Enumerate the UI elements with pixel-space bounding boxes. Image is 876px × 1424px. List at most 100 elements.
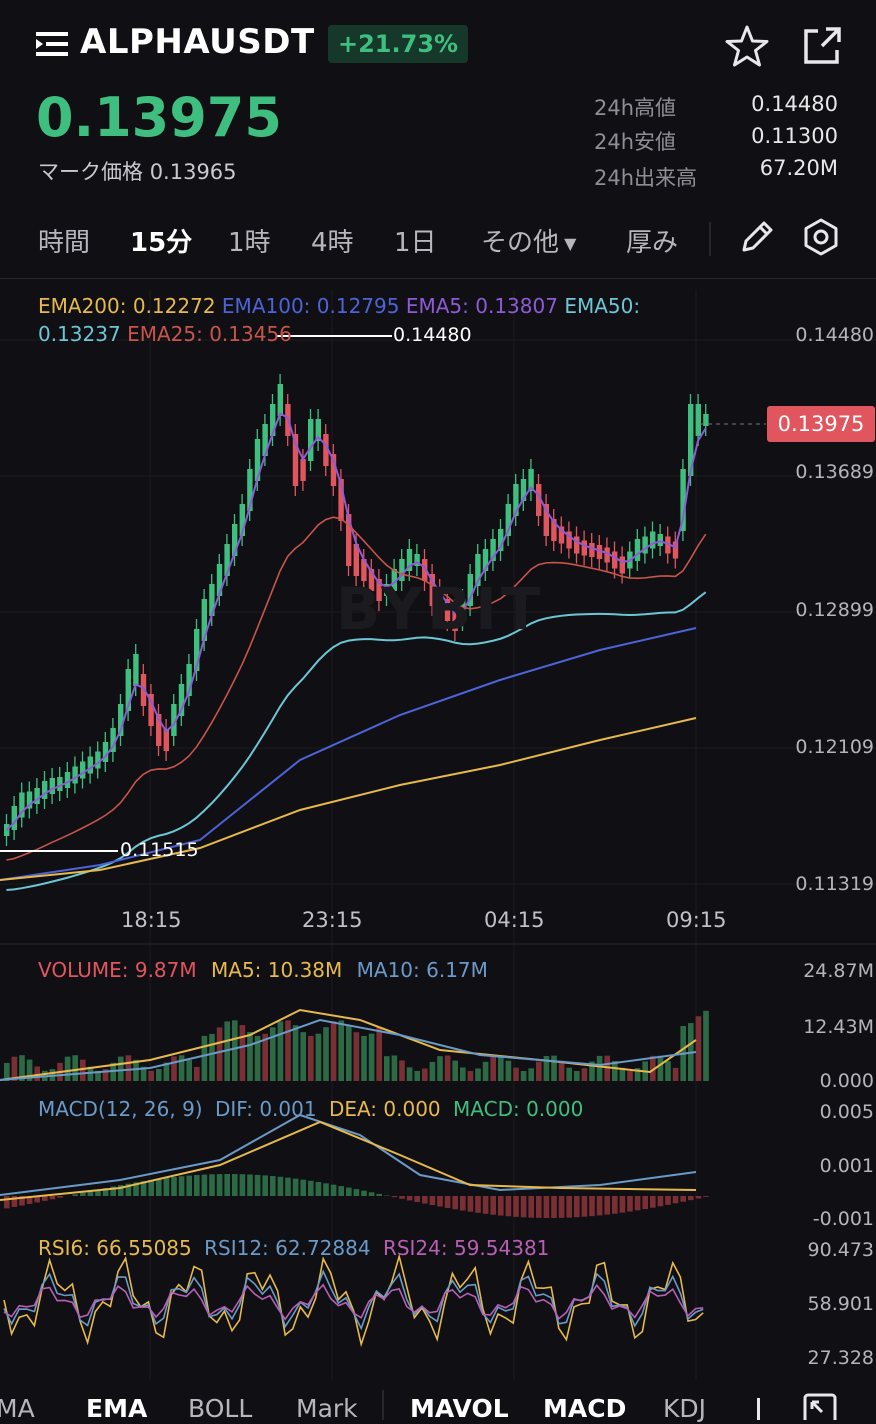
volume-bar: [240, 1025, 246, 1081]
volume-bar: [354, 1032, 360, 1081]
volume-bar: [521, 1071, 527, 1081]
fullscreen-icon[interactable]: [802, 1392, 838, 1420]
volume-bar: [308, 1036, 314, 1081]
volume-bar: [498, 1056, 504, 1081]
volume-bar: [574, 1071, 580, 1081]
rsi6-label: RSI6: 66.55085: [38, 1236, 192, 1260]
candle-body: [133, 654, 138, 686]
macd-bar: [658, 1196, 664, 1206]
candle-body: [696, 404, 701, 436]
volume-bar: [179, 1055, 185, 1081]
macd-bar: [620, 1196, 626, 1213]
candle-body: [308, 419, 313, 461]
volume-bar: [369, 1034, 375, 1081]
volume-legend: VOLUME: 9.87M MA5: 10.38M MA10: 6.17M: [38, 958, 488, 982]
rsi24-label: RSI24: 59.54381: [383, 1236, 549, 1260]
volume-bar: [506, 1061, 512, 1081]
volume-bar: [566, 1068, 572, 1081]
macd-bar: [528, 1196, 534, 1218]
volume-bar: [452, 1061, 458, 1081]
tab-mark[interactable]: Mark: [296, 1394, 358, 1423]
volume-bar: [202, 1036, 208, 1081]
volume-bar: [361, 1036, 367, 1081]
macd-bar: [635, 1196, 641, 1210]
rsi-legend: RSI6: 66.55085 RSI12: 62.72884 RSI24: 59…: [38, 1236, 549, 1260]
watermark: BYBIT: [336, 575, 544, 643]
macd-bar: [483, 1196, 489, 1214]
price-axis-label: 0.14480: [795, 324, 874, 346]
volume-bar: [696, 1016, 702, 1081]
price-axis-label: 0.12109: [795, 736, 874, 758]
macd-title: MACD(12, 26, 9): [38, 1097, 203, 1121]
volume-bar: [80, 1060, 86, 1081]
tab-kdj[interactable]: KDJ: [663, 1394, 706, 1423]
macd-bar: [308, 1181, 314, 1196]
volume-bar: [490, 1056, 496, 1081]
high-marker-label: 0.14480: [393, 324, 472, 346]
macd-bar: [224, 1174, 230, 1196]
rsi6-line: [4, 1256, 703, 1344]
volume-bar: [209, 1034, 215, 1081]
macd-bar: [551, 1196, 557, 1218]
volume-bar: [430, 1062, 436, 1081]
macd-bar: [57, 1196, 63, 1198]
low-marker-label: 0.11515: [120, 839, 199, 861]
volume-bar: [331, 1021, 337, 1081]
macd-bar: [445, 1196, 451, 1208]
candle-body: [72, 767, 77, 784]
macd-bar: [354, 1189, 360, 1196]
macd-bar: [513, 1196, 519, 1217]
macd-bar: [338, 1186, 344, 1196]
macd-bar: [186, 1176, 192, 1196]
macd-bar: [171, 1177, 177, 1196]
macd-bar: [156, 1179, 162, 1196]
ema50-value: 0.13237: [38, 322, 121, 346]
macd-bar: [688, 1196, 694, 1200]
macd-bar: [422, 1196, 428, 1204]
volume-bar: [346, 1025, 352, 1081]
tab-boll[interactable]: BOLL: [188, 1394, 252, 1423]
macd-bar: [680, 1196, 686, 1202]
macd-dif-line: [0, 1115, 696, 1195]
macd-bar: [650, 1196, 656, 1208]
macd-bar: [506, 1196, 512, 1216]
macd-bar: [331, 1185, 337, 1196]
candle-body: [612, 552, 617, 569]
rsi-axis-label: 90.473: [808, 1239, 874, 1261]
tab-mavol[interactable]: MAVOL: [410, 1394, 509, 1423]
tab-ema[interactable]: EMA: [86, 1394, 147, 1423]
macd-bar: [255, 1175, 261, 1196]
macd-bar: [627, 1196, 633, 1212]
volume-axis-label: 12.43M: [803, 1016, 874, 1038]
volume-bar: [460, 1067, 466, 1081]
macd-bar: [323, 1183, 329, 1196]
volume-bar: [247, 1032, 253, 1081]
volume-bar: [323, 1027, 329, 1081]
candle-body: [80, 762, 85, 779]
candle-body: [635, 539, 640, 561]
volume-bar: [156, 1069, 162, 1081]
macd-bar: [361, 1191, 367, 1196]
macd-bar: [285, 1178, 291, 1196]
volume-bar: [582, 1068, 588, 1081]
volume-bar: [384, 1056, 390, 1081]
macd-bar: [703, 1196, 709, 1197]
macd-bar: [460, 1196, 466, 1211]
macd-bar: [597, 1196, 603, 1215]
candle-body: [300, 459, 305, 481]
volume-bar: [407, 1067, 413, 1081]
time-axis-label: 23:15: [302, 908, 363, 932]
volume-bar: [399, 1060, 405, 1081]
tab-ma[interactable]: MA: [0, 1394, 35, 1423]
price-axis-label: 0.11319: [795, 873, 874, 895]
candle-body: [12, 806, 17, 830]
volume-bar: [126, 1055, 132, 1081]
ema-legend: EMA200: 0.12272 EMA100: 0.12795 EMA5: 0.…: [38, 292, 698, 348]
macd-bar: [490, 1196, 496, 1215]
candle-body: [95, 752, 100, 769]
macd-bar: [468, 1196, 474, 1212]
macd-axis-label: 0.001: [820, 1155, 874, 1177]
volume-bar: [392, 1055, 398, 1081]
tab-macd[interactable]: MACD: [543, 1394, 626, 1423]
